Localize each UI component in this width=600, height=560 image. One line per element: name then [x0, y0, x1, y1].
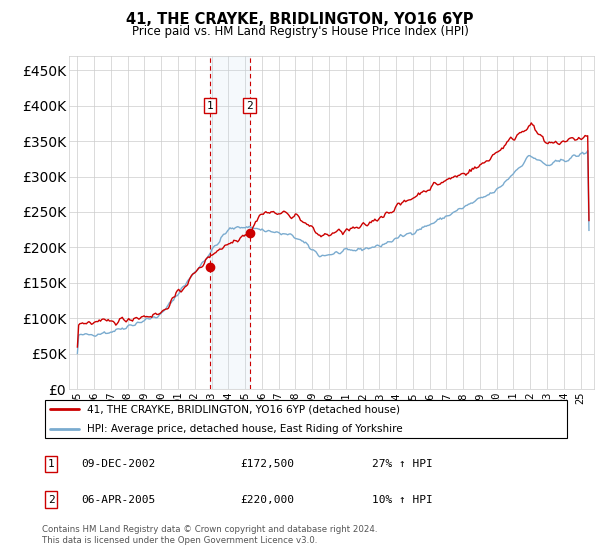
Text: 2: 2	[47, 494, 55, 505]
Text: 41, THE CRAYKE, BRIDLINGTON, YO16 6YP (detached house): 41, THE CRAYKE, BRIDLINGTON, YO16 6YP (d…	[87, 404, 400, 414]
Text: 2: 2	[246, 101, 253, 111]
Text: 27% ↑ HPI: 27% ↑ HPI	[372, 459, 433, 469]
Text: £172,500: £172,500	[240, 459, 294, 469]
Text: HPI: Average price, detached house, East Riding of Yorkshire: HPI: Average price, detached house, East…	[87, 424, 403, 434]
Text: Contains HM Land Registry data © Crown copyright and database right 2024.
This d: Contains HM Land Registry data © Crown c…	[42, 525, 377, 545]
Text: 10% ↑ HPI: 10% ↑ HPI	[372, 494, 433, 505]
Text: 1: 1	[207, 101, 214, 111]
Text: 1: 1	[47, 459, 55, 469]
Text: 41, THE CRAYKE, BRIDLINGTON, YO16 6YP: 41, THE CRAYKE, BRIDLINGTON, YO16 6YP	[126, 12, 474, 27]
Text: Price paid vs. HM Land Registry's House Price Index (HPI): Price paid vs. HM Land Registry's House …	[131, 25, 469, 38]
Text: 06-APR-2005: 06-APR-2005	[81, 494, 155, 505]
Bar	[210, 56, 250, 389]
Text: £220,000: £220,000	[240, 494, 294, 505]
FancyBboxPatch shape	[44, 400, 568, 437]
Text: 09-DEC-2002: 09-DEC-2002	[81, 459, 155, 469]
